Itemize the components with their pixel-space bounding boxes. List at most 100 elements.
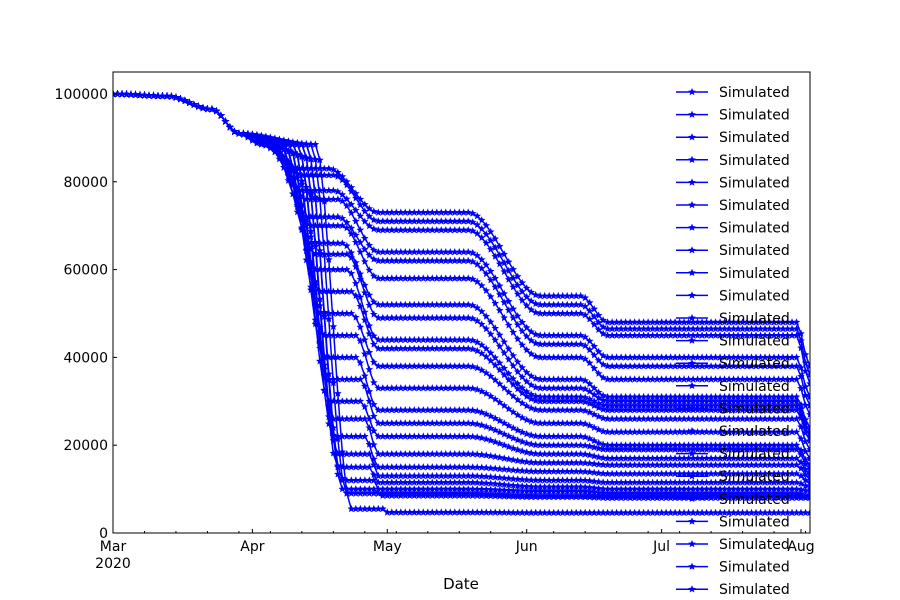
data-point (392, 300, 401, 308)
data-point (639, 485, 648, 493)
data-point (379, 504, 387, 513)
data-point (495, 359, 504, 367)
data-point (653, 508, 661, 516)
data-point (482, 312, 490, 320)
data-point (397, 485, 405, 493)
data-point (576, 419, 585, 427)
data-point (433, 463, 441, 471)
data-point (707, 324, 715, 333)
data-point (738, 414, 747, 423)
data-point (352, 397, 360, 405)
data-point (684, 324, 693, 333)
data-point (406, 256, 414, 264)
data-point (379, 344, 387, 352)
data-point (792, 414, 801, 423)
data-point (779, 460, 787, 469)
data-point (217, 111, 225, 119)
data-point (567, 291, 576, 300)
data-point (442, 335, 450, 344)
data-point (774, 445, 783, 453)
data-point (747, 508, 756, 516)
data-point (307, 164, 315, 172)
data-point (734, 445, 742, 453)
data-point (599, 414, 607, 422)
data-point (365, 291, 374, 299)
data-point (383, 362, 392, 370)
data-point (572, 397, 580, 405)
data-point (365, 397, 374, 405)
data-point (788, 485, 796, 493)
data-point (370, 310, 378, 318)
data-point (522, 457, 531, 466)
data-point (612, 508, 621, 516)
data-point (680, 406, 688, 414)
data-point (581, 355, 589, 363)
data-point (374, 485, 383, 493)
data-point (442, 463, 450, 471)
data-point (334, 287, 342, 295)
data-point (459, 471, 468, 480)
data-point (468, 472, 477, 480)
data-point (563, 397, 571, 405)
data-point (729, 401, 738, 409)
data-point (477, 472, 486, 480)
data-point (743, 460, 751, 469)
data-point (365, 424, 374, 432)
data-point (383, 344, 392, 352)
data-point (770, 454, 778, 462)
data-point (644, 406, 652, 414)
data-point (504, 355, 513, 363)
data-point (594, 444, 603, 452)
legend-entry: Simulated (676, 130, 790, 146)
data-point (370, 225, 378, 233)
data-point (437, 485, 446, 493)
data-point (531, 396, 540, 404)
data-point (747, 469, 756, 477)
data-point (662, 392, 670, 401)
data-point (684, 508, 693, 516)
data-point (698, 401, 706, 409)
data-point (576, 340, 585, 348)
data-point (711, 318, 720, 326)
data-point (765, 428, 774, 436)
data-point (442, 274, 450, 282)
data-point (716, 493, 724, 502)
data-point (644, 392, 652, 401)
data-point (388, 508, 396, 516)
data-point (347, 504, 356, 513)
data-point (446, 432, 455, 440)
data-point (702, 445, 711, 453)
legend-label: Simulated (719, 85, 790, 101)
data-point (424, 300, 432, 308)
data-point (635, 445, 643, 453)
data-point (379, 274, 387, 282)
data-point (653, 362, 661, 370)
data-point (590, 320, 598, 328)
data-point (361, 504, 369, 513)
data-point (374, 217, 383, 225)
data-point (617, 392, 625, 401)
data-point (608, 493, 616, 502)
data-point (666, 445, 675, 453)
data-point (356, 293, 365, 301)
data-point (630, 392, 639, 401)
data-point (684, 353, 693, 361)
data-point (702, 375, 711, 383)
legend-marker (688, 223, 696, 231)
data-point (392, 208, 401, 216)
data-point (779, 353, 787, 361)
data-point (707, 508, 715, 516)
data-point (644, 362, 652, 370)
data-point (325, 171, 333, 179)
data-point (486, 227, 495, 236)
data-point (536, 493, 544, 501)
data-point (486, 318, 495, 326)
data-point (585, 451, 594, 459)
data-point (765, 445, 774, 453)
data-point (684, 406, 693, 414)
data-point (788, 406, 796, 414)
data-point (536, 384, 544, 392)
data-point (522, 482, 531, 490)
data-point (419, 463, 428, 471)
data-point (451, 471, 459, 480)
